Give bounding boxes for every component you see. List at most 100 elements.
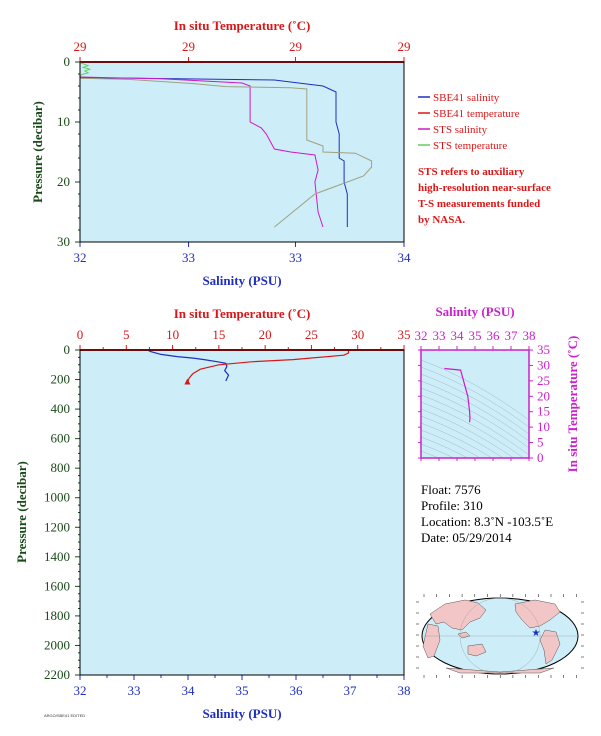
ts-isoline (421, 366, 529, 428)
main-y-tick-label: 600 (51, 431, 71, 446)
main-series-end-marker (184, 378, 191, 385)
legend-label: STS temperature (433, 140, 507, 152)
ts-isoline (421, 450, 439, 458)
main-y-tick-label: 400 (51, 401, 71, 416)
info-date: Date: 05/29/2014 (421, 530, 512, 545)
ts-y-tick-label: 30 (537, 357, 550, 372)
ts-salinity-tick-group: 32 33 34 35 36 37 38 (415, 328, 536, 461)
float-info: Float: 7576 Profile: 310 Location: 8.3˚N… (421, 482, 553, 545)
ts-isoline (421, 394, 529, 456)
ts-x-tick-label: 33 (433, 328, 446, 343)
main-series-line (147, 349, 230, 382)
main-y-tick-label: 1800 (44, 608, 70, 623)
main-y-tick-label: 2000 (44, 637, 70, 652)
map-grid (422, 597, 578, 675)
ts-inset-chart: Salinity (PSU) 32 33 34 35 36 37 38 0510152025… (415, 304, 581, 473)
main-temp-tick-label: 20 (259, 327, 272, 342)
top-series-line (79, 76, 324, 228)
ts-isoline (421, 436, 469, 458)
top-x-tick-label: 33 (182, 250, 195, 265)
note-line: by NASA. (418, 214, 465, 226)
ts-isoline (421, 401, 524, 458)
main-plot-area (80, 350, 404, 675)
top-x-tick-label: 34 (398, 250, 412, 265)
top-x-tick-label: 32 (74, 250, 87, 265)
main-x-tick-label: 32 (74, 683, 87, 698)
main-salinity-axis-title: Salinity (PSU) (202, 706, 281, 721)
main-y-tick-label: 800 (51, 460, 71, 475)
world-map: ★ (416, 594, 584, 678)
main-y-tick-label: 1400 (44, 549, 70, 564)
ts-y-tick-label: 5 (537, 435, 544, 450)
ts-isoline (421, 429, 481, 458)
legend-label: STS salinity (433, 124, 488, 136)
main-temp-tick-label: 15 (212, 327, 225, 342)
ts-temp-axis-title: In situ Temperature (˚C) (565, 336, 580, 473)
top-temp-axis-title: In situ Temperature (˚C) (174, 18, 311, 33)
main-x-tick-label: 36 (290, 683, 304, 698)
landmass-north-america (514, 599, 561, 629)
top-temp-tick-label: 29 (398, 39, 411, 54)
ts-y-tick-label: 25 (537, 373, 550, 388)
main-x-tick-label: 37 (344, 683, 358, 698)
main-y-tick-label: 1600 (44, 578, 70, 593)
main-x-tick-label: 34 (182, 683, 196, 698)
top-temp-tick-label: 29 (74, 39, 87, 54)
ts-isoline (421, 387, 529, 449)
main-y-tick-label: 1000 (44, 490, 70, 505)
ts-isoline (421, 415, 504, 458)
main-temp-tick-label: 25 (305, 327, 318, 342)
note-line: T-S measurements funded (418, 198, 540, 210)
ts-y-tick-label: 35 (537, 342, 550, 357)
top-temp-tick-label: 29 (182, 39, 195, 54)
main-salinity-tick-group: 32 33 34 35 36 37 38 (74, 675, 411, 698)
top-y-tick-label: 10 (57, 114, 70, 129)
top-plot-area (80, 62, 404, 242)
main-pressure-axis-title: Pressure (decibar) (14, 461, 29, 563)
main-x-tick-label: 35 (236, 683, 249, 698)
top-pressure-tick-group: 0 10 20 30 (57, 54, 80, 249)
top-temp-tick-group: 29 29 29 29 (74, 39, 411, 62)
top-legend: SBE41 salinity SBE41 temperature STS salin… (418, 92, 520, 152)
ts-y-tick-label: 0 (537, 450, 544, 465)
ts-y-tick-label: 20 (537, 388, 550, 403)
ts-density-isolines (421, 359, 529, 458)
star-icon: ★ (532, 628, 541, 639)
ts-x-tick-label: 36 (487, 328, 501, 343)
top-salinity-axis-title: Salinity (PSU) (202, 273, 281, 288)
main-series-line (186, 350, 350, 383)
info-profile: Profile: 310 (421, 498, 483, 513)
main-chart: In situ Temperature (˚C) 0 5 10 15 20 25 30 35 … (14, 306, 411, 721)
main-temp-tick-label: 35 (398, 327, 411, 342)
top-pressure-axis-title: Pressure (decibar) (30, 101, 45, 203)
legend-label: SBE41 salinity (433, 92, 500, 104)
landmass-antarctica (445, 667, 555, 674)
landmass-africa (422, 623, 441, 659)
map-tick-marks (416, 594, 584, 678)
ts-x-tick-label: 38 (523, 328, 536, 343)
landmass-south-america (539, 629, 561, 665)
ts-isoline (421, 380, 529, 442)
main-temp-tick-label: 0 (77, 327, 84, 342)
legend-label: SBE41 temperature (433, 108, 520, 120)
landmass-eurasia (429, 599, 487, 631)
top-x-tick-label: 33 (289, 250, 302, 265)
top-chart: In situ Temperature (˚C) 29 29 29 29 32 33 33… (30, 18, 411, 288)
landmass-australia (467, 643, 487, 657)
note-line: STS refers to auxiliary (418, 166, 525, 178)
ts-y-tick-label: 10 (537, 419, 550, 434)
footer-text: ARGO/SBE41 EDITED (44, 713, 85, 718)
info-location: Location: 8.3˚N -103.5˚E (421, 514, 553, 529)
top-y-tick-label: 20 (57, 174, 70, 189)
top-temp-tick-label: 29 (289, 39, 302, 54)
main-x-tick-label: 33 (128, 683, 141, 698)
top-salinity-tick-group: 32 33 33 34 (74, 242, 412, 265)
main-temp-axis-title: In situ Temperature (˚C) (174, 306, 311, 321)
ts-plot-frame (420, 349, 530, 459)
ts-plot-area (421, 350, 529, 458)
ts-x-tick-label: 37 (505, 328, 519, 343)
top-series-line (79, 77, 348, 227)
main-y-tick-label: 1200 (44, 519, 70, 534)
